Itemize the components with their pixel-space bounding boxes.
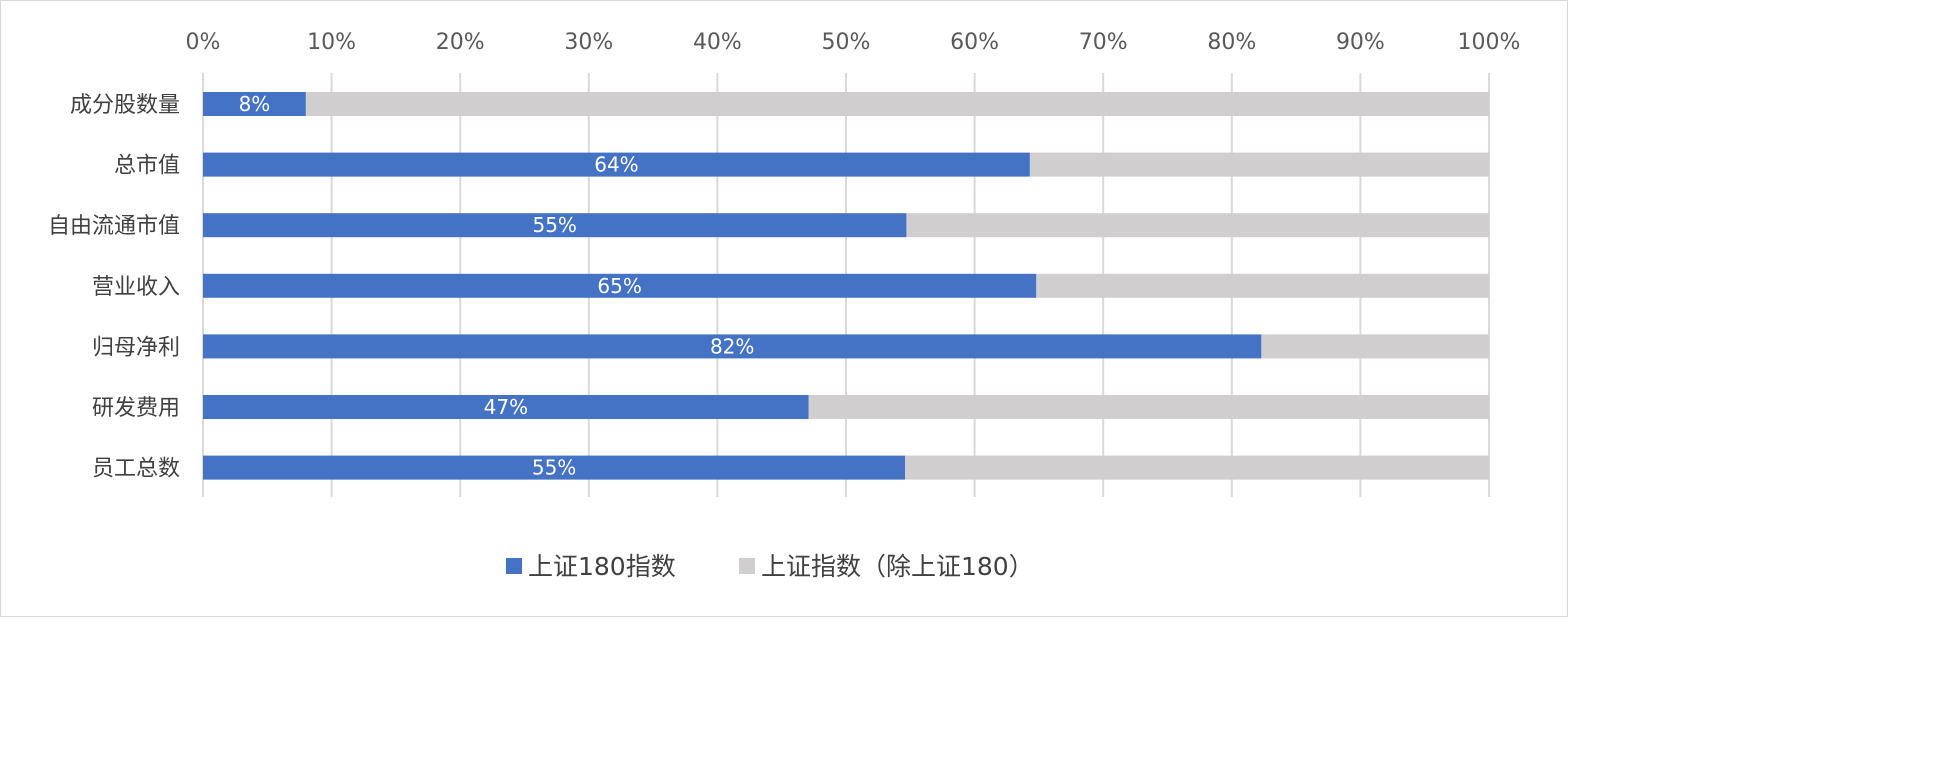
bar-segment [1261, 334, 1489, 359]
bar-segment [203, 213, 907, 238]
bars [203, 92, 1489, 480]
bar-segment [808, 395, 1489, 419]
x-tick-label: 20% [436, 30, 485, 55]
category-label: 成分股数量 [70, 93, 180, 118]
bar-segment [1036, 273, 1489, 298]
data-label: 64% [594, 153, 638, 177]
legend-swatch [739, 558, 755, 574]
category-label: 总市值 [114, 154, 180, 179]
bar-segment [203, 273, 1037, 298]
bar-segment [305, 92, 1489, 116]
x-axis-tick-labels: 0% 10% 20% 30% 40% 50% 60% 70% 80% 90% 100% [186, 30, 1521, 55]
chart-frame: 0% 10% 20% 30% 40% 50% 60% 70% 80% 90% 100% 成分股数量总… [0, 0, 1568, 617]
bar-segment [906, 213, 1489, 238]
x-tick-label: 0% [186, 30, 221, 55]
data-labels: 8% 64% 55% 65% 82% 47% 55% [239, 92, 755, 480]
stacked-bar-chart: 0% 10% 20% 30% 40% 50% 60% 70% 80% 90% 100% 成分股数量总… [48, 30, 1521, 581]
data-label: 82% [710, 334, 754, 358]
legend-label: 上证指数（除上证180） [761, 552, 1034, 581]
category-label: 自由流通市值 [48, 214, 180, 239]
legend: 上证180指数 上证指数（除上证180） [506, 552, 1034, 581]
x-tick-label: 30% [564, 30, 613, 55]
bar-segment [203, 334, 1262, 359]
legend-swatch [506, 558, 522, 574]
category-label: 研发费用 [92, 396, 180, 421]
bar-segment [203, 455, 906, 480]
x-tick-label: 60% [950, 30, 999, 55]
bar-segment [203, 152, 1030, 177]
x-tick-label: 80% [1207, 30, 1256, 55]
legend-label: 上证180指数 [528, 552, 676, 581]
data-label: 55% [532, 213, 576, 237]
category-label: 员工总数 [92, 457, 180, 482]
bar-segment [905, 455, 1489, 480]
data-label: 8% [239, 92, 271, 116]
bar-segment [203, 92, 306, 116]
x-tick-label: 70% [1079, 30, 1128, 55]
x-tick-label: 100% [1458, 30, 1521, 55]
category-label: 归母净利 [92, 335, 180, 360]
bar-segment [203, 395, 809, 419]
x-tick-label: 50% [822, 30, 871, 55]
data-label: 55% [532, 456, 576, 480]
data-label: 47% [484, 395, 528, 419]
x-tick-label: 40% [693, 30, 742, 55]
bar-segment [1029, 152, 1489, 177]
x-tick-label: 90% [1336, 30, 1385, 55]
data-label: 65% [597, 274, 641, 298]
x-tick-label: 10% [307, 30, 356, 55]
category-label: 营业收入 [92, 275, 180, 300]
